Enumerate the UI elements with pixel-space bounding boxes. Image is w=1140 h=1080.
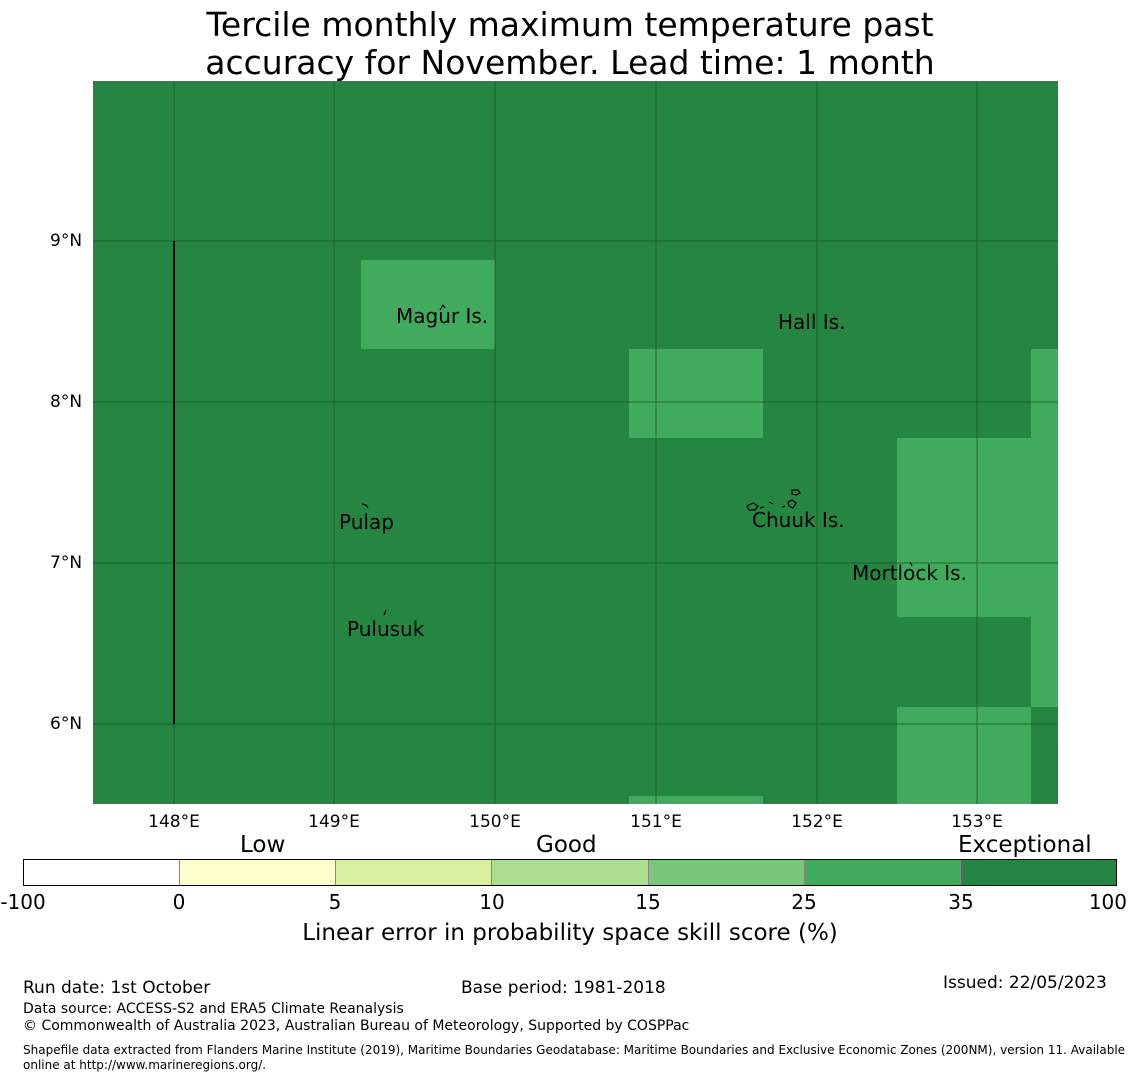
base-period: Base period: 1981-2018 — [461, 978, 666, 998]
colorbar-tick: 25 — [791, 890, 817, 914]
colorbar — [23, 859, 1117, 886]
colorbar-tick: 15 — [635, 890, 661, 914]
cell-magur — [361, 260, 495, 349]
colorbar-segment — [180, 860, 337, 885]
label-chuuk: Chuuk Is. — [752, 508, 845, 532]
colorbar-tick: 5 — [328, 890, 342, 914]
colorbar-tick: 100 — [1088, 890, 1127, 914]
lat-tick-8n: 8°N — [50, 392, 83, 412]
cell-east-low — [1031, 707, 1058, 796]
colorbar-segment — [492, 860, 649, 885]
cell-north-east-1 — [629, 349, 763, 438]
island-chuuk-4 — [781, 505, 786, 508]
island-pulap — [361, 503, 369, 509]
copyright: © Commonwealth of Australia 2023, Austra… — [23, 1018, 690, 1034]
map-title: Tercile monthly maximum temperature past… — [0, 6, 1140, 82]
island-chuuk-5 — [791, 489, 801, 496]
island-chuuk-2 — [759, 506, 765, 509]
colorbar-category-low: Low — [240, 832, 286, 858]
lon-tick-152e: 152°E — [791, 812, 843, 832]
label-pulusuk: Pulusuk — [347, 617, 425, 641]
label-pulap: Pulap — [339, 510, 394, 534]
colorbar-category-good: Good — [536, 832, 597, 858]
lat-tick-6n: 6°N — [50, 714, 83, 734]
island-chuuk-1 — [746, 502, 759, 511]
cell-east-block — [897, 438, 1031, 617]
colorbar-tick: 10 — [479, 890, 505, 914]
data-source: Data source: ACCESS-S2 and ERA5 Climate … — [23, 1001, 404, 1017]
title-line-2: accuracy for November. Lead time: 1 mont… — [205, 43, 935, 82]
colorbar-tick: 35 — [948, 890, 974, 914]
colorbar-category-exceptional: Exceptional — [958, 832, 1092, 858]
issued-date: Issued: 22/05/2023 — [943, 973, 1107, 993]
run-date: Run date: 1st October — [23, 978, 211, 998]
label-hall: Hall Is. — [778, 310, 845, 334]
lat-tick-9n: 9°N — [50, 231, 83, 251]
skill-map: Magur Is. Hall Is. Pulap Chuuk Is. Mortl… — [93, 81, 1058, 804]
colorbar-segment — [960, 860, 1116, 885]
lat-tick-7n: 7°N — [50, 553, 83, 573]
island-chuuk-3 — [768, 501, 774, 505]
lon-tick-148e: 148°E — [148, 812, 200, 832]
colorbar-segment — [804, 860, 961, 885]
island-magur — [439, 303, 446, 311]
colorbar-segment — [648, 860, 805, 885]
cell-east-strip — [1031, 349, 1058, 707]
island-pulusuk — [383, 609, 387, 616]
label-mortlock: Mortlock Is. — [852, 561, 967, 585]
colorbar-segment — [336, 860, 493, 885]
cell-south-east-block — [897, 707, 1031, 804]
cell-south-edge — [629, 796, 763, 804]
island-mortlock — [909, 561, 913, 567]
lon-tick-153e: 153°E — [951, 812, 1003, 832]
lon-tick-149e: 149°E — [308, 812, 360, 832]
lon-tick-151e: 151°E — [630, 812, 682, 832]
shapefile-credit-line-1: Shapefile data extracted from Flanders M… — [23, 1043, 1126, 1057]
island-chuuk-6 — [787, 499, 797, 509]
colorbar-tick: 0 — [172, 890, 186, 914]
island-outlines — [361, 303, 913, 616]
label-magur: Magur Is. — [396, 304, 488, 328]
shapefile-credit-line-2: online at http://www.marineregions.org/. — [23, 1058, 267, 1072]
lon-tick-150e: 150°E — [469, 812, 521, 832]
title-line-1: Tercile monthly maximum temperature past — [206, 5, 934, 44]
colorbar-tick: -100 — [0, 890, 46, 914]
colorbar-label: Linear error in probability space skill … — [302, 920, 838, 946]
colorbar-segment — [24, 860, 181, 885]
